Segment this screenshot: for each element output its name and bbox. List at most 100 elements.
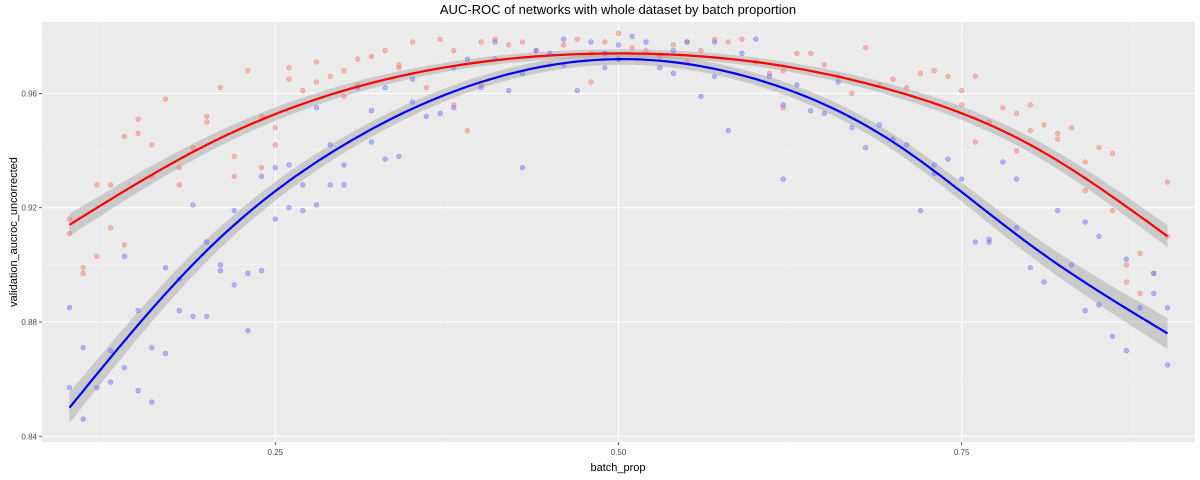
data-point-series-2 bbox=[217, 262, 223, 268]
data-point-series-1 bbox=[1055, 130, 1061, 136]
data-point-series-1 bbox=[588, 79, 594, 85]
data-point-series-1 bbox=[149, 142, 155, 148]
data-point-series-1 bbox=[766, 70, 773, 76]
data-point-series-2 bbox=[80, 416, 86, 422]
data-point-series-2 bbox=[190, 313, 196, 319]
data-point-series-2 bbox=[931, 162, 937, 168]
data-point-series-2 bbox=[849, 125, 855, 131]
data-point-series-2 bbox=[121, 253, 127, 259]
data-point-series-2 bbox=[533, 47, 539, 54]
data-point-series-2 bbox=[382, 156, 388, 162]
data-point-series-1 bbox=[382, 47, 388, 54]
data-point-series-1 bbox=[313, 59, 320, 65]
data-point-series-1 bbox=[972, 73, 979, 79]
data-point-series-1 bbox=[259, 165, 265, 171]
data-point-series-2 bbox=[451, 105, 457, 111]
data-point-series-1 bbox=[849, 90, 855, 96]
data-point-series-2 bbox=[725, 128, 731, 134]
data-point-series-1 bbox=[80, 265, 86, 271]
data-point-series-2 bbox=[245, 328, 251, 334]
data-point-series-1 bbox=[698, 47, 704, 54]
data-point-series-2 bbox=[615, 42, 622, 48]
data-point-series-1 bbox=[66, 230, 73, 236]
data-point-series-2 bbox=[176, 308, 182, 314]
data-point-series-1 bbox=[1123, 279, 1129, 285]
data-point-series-2 bbox=[588, 39, 594, 45]
data-point-series-2 bbox=[780, 176, 786, 182]
data-point-series-1 bbox=[437, 36, 443, 42]
data-point-series-1 bbox=[972, 139, 979, 145]
data-point-series-2 bbox=[410, 99, 416, 105]
data-point-series-2 bbox=[313, 202, 320, 208]
data-point-series-2 bbox=[1123, 256, 1129, 262]
y-axis-title: validation_aucroc_uncorrected bbox=[8, 157, 20, 307]
data-point-series-2 bbox=[835, 79, 841, 85]
data-point-series-1 bbox=[643, 47, 649, 54]
data-point-series-2 bbox=[382, 85, 388, 91]
data-point-series-1 bbox=[423, 85, 429, 91]
data-point-series-1 bbox=[272, 125, 278, 131]
data-point-series-2 bbox=[698, 93, 704, 99]
data-point-series-2 bbox=[492, 39, 498, 45]
data-point-series-1 bbox=[231, 153, 237, 159]
y-tick-label: 0.84 bbox=[21, 432, 37, 441]
y-tick-label: 0.88 bbox=[21, 318, 37, 327]
data-point-series-2 bbox=[506, 87, 512, 94]
data-point-series-1 bbox=[396, 65, 402, 71]
data-point-series-1 bbox=[204, 113, 210, 119]
data-point-series-1 bbox=[272, 142, 278, 148]
data-point-series-2 bbox=[204, 313, 210, 319]
data-point-series-1 bbox=[904, 85, 910, 91]
data-point-series-1 bbox=[615, 30, 622, 37]
data-point-series-2 bbox=[259, 173, 265, 179]
data-point-series-2 bbox=[94, 385, 100, 391]
data-point-series-1 bbox=[107, 225, 114, 231]
data-point-series-1 bbox=[121, 242, 127, 248]
x-tick-label: 0.50 bbox=[611, 448, 627, 457]
data-point-series-2 bbox=[1055, 208, 1061, 214]
data-point-series-1 bbox=[808, 50, 814, 57]
data-point-series-1 bbox=[355, 56, 361, 62]
data-point-series-1 bbox=[794, 50, 800, 57]
data-point-series-1 bbox=[464, 128, 471, 134]
data-point-series-1 bbox=[327, 73, 333, 79]
data-point-series-2 bbox=[341, 182, 347, 188]
data-point-series-1 bbox=[602, 39, 608, 45]
data-point-series-2 bbox=[945, 156, 951, 162]
data-point-series-2 bbox=[959, 176, 965, 182]
data-point-series-2 bbox=[464, 56, 471, 62]
data-point-series-1 bbox=[711, 36, 718, 42]
data-point-series-2 bbox=[1041, 279, 1047, 285]
data-point-series-1 bbox=[176, 182, 182, 188]
data-point-series-1 bbox=[80, 270, 86, 277]
data-point-series-1 bbox=[519, 39, 526, 45]
data-point-series-2 bbox=[1137, 305, 1143, 311]
data-point-series-2 bbox=[1151, 270, 1157, 277]
data-point-series-2 bbox=[1000, 159, 1006, 165]
data-point-series-2 bbox=[1013, 225, 1020, 231]
data-point-series-1 bbox=[245, 67, 251, 74]
data-point-series-2 bbox=[231, 208, 237, 214]
data-point-series-2 bbox=[162, 350, 169, 357]
data-point-series-1 bbox=[1082, 188, 1088, 194]
data-point-series-1 bbox=[1109, 208, 1116, 214]
data-point-series-2 bbox=[753, 36, 759, 42]
data-point-series-1 bbox=[492, 36, 498, 42]
data-point-series-1 bbox=[190, 145, 196, 151]
data-point-series-2 bbox=[396, 153, 402, 159]
data-point-series-1 bbox=[574, 36, 580, 42]
data-point-series-1 bbox=[1013, 148, 1020, 154]
data-point-series-2 bbox=[204, 239, 210, 245]
data-point-series-2 bbox=[368, 139, 375, 145]
data-point-series-2 bbox=[1082, 219, 1088, 225]
grid-major bbox=[42, 22, 1195, 442]
data-point-series-2 bbox=[684, 39, 690, 45]
scatter-points bbox=[66, 30, 1171, 422]
data-point-series-1 bbox=[162, 96, 169, 102]
data-point-series-2 bbox=[341, 162, 347, 168]
fit-line-series-2 bbox=[68, 58, 1169, 409]
data-point-series-2 bbox=[972, 239, 979, 245]
data-point-series-2 bbox=[670, 47, 677, 54]
data-point-series-1 bbox=[94, 182, 100, 188]
data-point-series-2 bbox=[808, 107, 814, 114]
